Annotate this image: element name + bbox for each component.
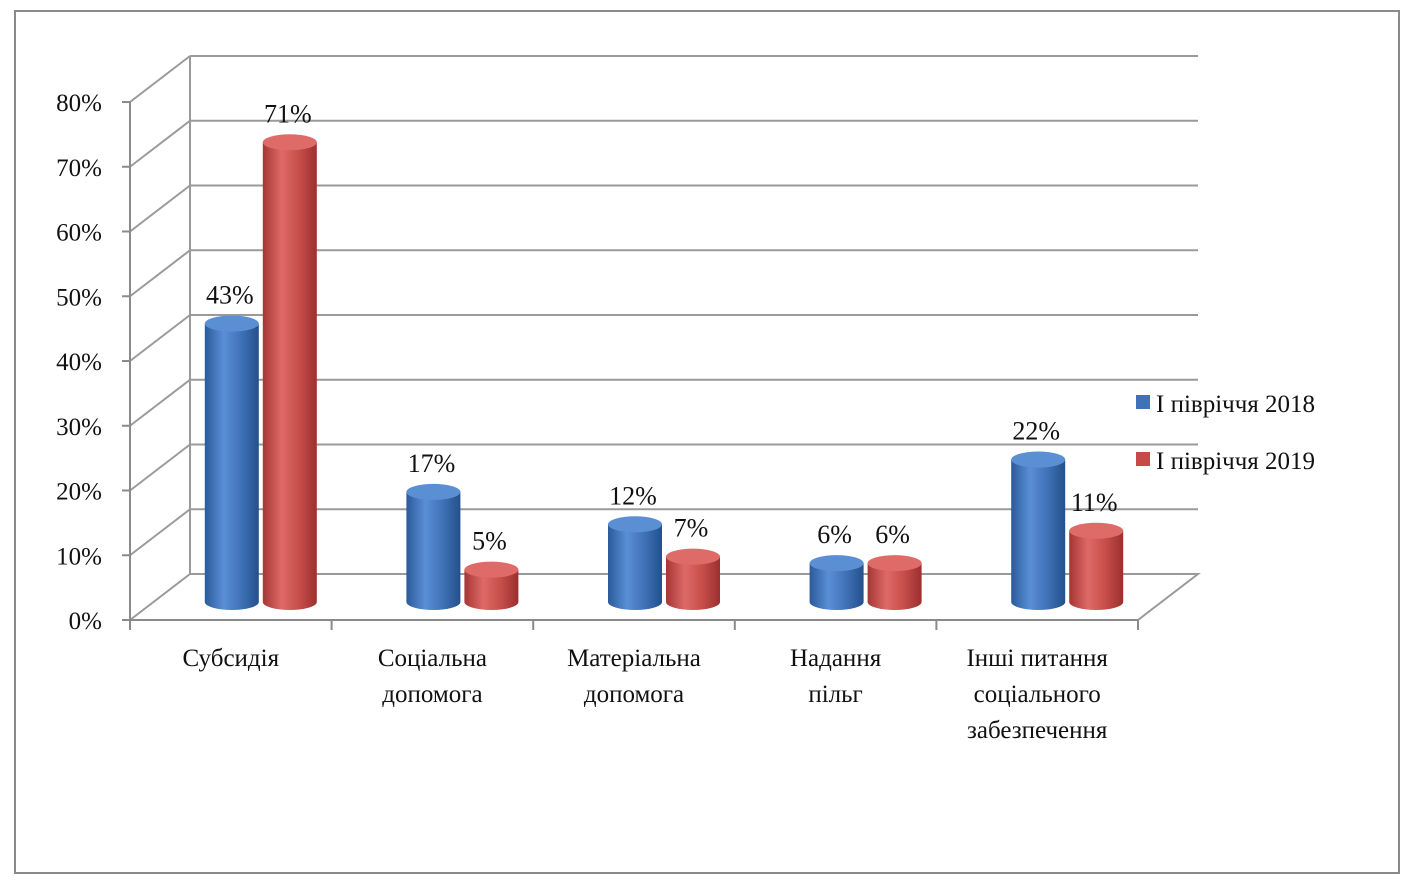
gridline-diagonal: [129, 184, 191, 233]
y-tick-label: 20%: [56, 479, 102, 506]
bar-body: [204, 323, 259, 610]
y-tick-label: 0%: [69, 608, 102, 635]
gridlines: [127, 55, 1201, 621]
data-label: 17%: [408, 449, 456, 478]
data-label: 7%: [674, 514, 709, 543]
bar-body: [1069, 530, 1124, 610]
bar-body: [464, 569, 519, 610]
bar-top: [1069, 522, 1124, 539]
bar: [608, 516, 662, 610]
gridline-diagonal: [129, 314, 191, 362]
bar-top: [1011, 451, 1066, 468]
gridline-diagonal: [129, 119, 191, 168]
data-label: 11%: [1071, 488, 1118, 517]
bar-body: [406, 491, 461, 610]
bar: [666, 548, 720, 610]
bar: [867, 555, 922, 610]
bar: [1011, 451, 1066, 610]
y-tick-label: 70%: [56, 155, 102, 182]
category-label: Інші питання соціального забезпечення: [966, 645, 1108, 744]
bar: [262, 134, 317, 610]
data-label: 6%: [875, 520, 910, 549]
legend-label: І півріччя 2019: [1156, 448, 1315, 475]
category-label: Субсидія: [183, 645, 280, 672]
gridline-diagonal: [129, 55, 191, 103]
legend-label: І півріччя 2018: [1156, 391, 1315, 418]
data-label: 43%: [206, 281, 254, 310]
data-label: 12%: [609, 481, 657, 510]
bar-body: [809, 563, 864, 610]
legend: І півріччя 2018 І півріччя 2019: [1136, 391, 1315, 475]
bar-top: [262, 134, 317, 151]
bar-body: [666, 556, 720, 610]
bar-top: [608, 516, 662, 533]
bar-body: [867, 563, 922, 610]
y-tick-label: 60%: [56, 220, 102, 247]
bar-top: [464, 561, 519, 578]
category-labels: Субсидія Соціальна допомога Матеріальна допо…: [183, 645, 1109, 744]
data-label: 22%: [1012, 417, 1060, 446]
y-tick-label: 10%: [56, 543, 102, 570]
data-label: 6%: [817, 520, 852, 549]
bar-top: [809, 555, 864, 572]
legend-item: І півріччя 2018: [1136, 391, 1315, 418]
gridline-diagonal: [129, 508, 191, 557]
data-label: 5%: [472, 527, 507, 556]
category-label: Соціальна допомога: [378, 645, 487, 708]
bar-top: [406, 483, 461, 500]
legend-swatch: [1136, 452, 1150, 466]
y-tick-label: 80%: [56, 90, 102, 117]
bar-body: [1011, 459, 1066, 610]
axes: [122, 56, 1139, 630]
legend-item: І півріччя 2019: [1136, 448, 1315, 475]
bar: [464, 561, 519, 610]
bar: [204, 315, 259, 610]
bar-top: [204, 315, 259, 332]
bar-top: [666, 548, 720, 565]
y-tick-label: 40%: [56, 349, 102, 376]
bar-top: [867, 555, 922, 572]
data-labels: 43% 71% 17% 5% 12% 7% 6% 6% 22% 11%: [206, 99, 1118, 555]
y-tick-label: 50%: [56, 284, 102, 311]
bar: [406, 483, 461, 610]
category-label: Надання пільг: [790, 645, 882, 708]
data-label: 71%: [264, 99, 312, 128]
gridline-diagonal: [129, 443, 191, 492]
bar: [809, 555, 864, 610]
gridline-diagonal: [129, 249, 191, 298]
bars: [204, 134, 1124, 610]
y-tick-label: 30%: [56, 414, 102, 441]
bar-body: [608, 524, 662, 610]
category-label: Матеріальна допомога: [567, 645, 701, 708]
legend-swatch: [1136, 395, 1150, 409]
gridline-diagonal: [129, 378, 191, 427]
bar-body: [262, 142, 317, 610]
bar: [1069, 522, 1124, 610]
y-tick-labels: 0% 10% 20% 30% 40% 50% 60% 70% 80%: [56, 90, 102, 635]
